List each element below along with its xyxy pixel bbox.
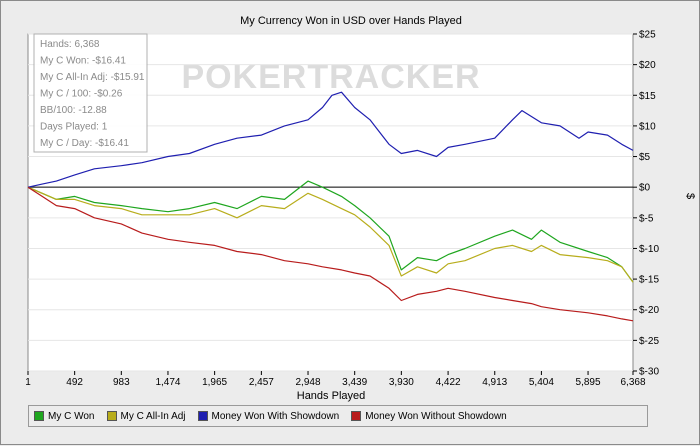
legend-swatch	[106, 411, 117, 421]
series-layer	[27, 91, 634, 322]
legend-label: My C Won	[48, 410, 95, 422]
stat-line: BB/100: -12.88	[40, 105, 107, 116]
stat-line: My C All-In Adj: -$15.91	[40, 72, 145, 83]
legend-label: My C All-In Adj	[120, 410, 186, 422]
y-tick-label: $0	[639, 183, 651, 194]
x-tick-label: 1,965	[202, 377, 227, 388]
y-axis-title: $	[684, 193, 696, 199]
x-tick-label: 1,474	[155, 377, 180, 388]
x-tick-label: 4,913	[482, 377, 507, 388]
stats-box: Hands: 6,368 My C Won: -$16.41 My C All-In…	[33, 33, 148, 153]
x-tick-label: 5,895	[576, 377, 601, 388]
series-line	[27, 91, 634, 188]
x-axis-title: Hands Played	[297, 390, 366, 402]
legend-item: My C Won	[34, 411, 95, 422]
series-line	[27, 180, 634, 283]
x-tick-label: 4,422	[436, 377, 461, 388]
legend-label: Money Won Without Showdown	[365, 410, 507, 422]
legend-swatch	[197, 411, 208, 421]
x-tick-label: 5,404	[529, 377, 554, 388]
x-tick-label: 2,948	[296, 377, 321, 388]
watermark-text: POKERTRACKER	[181, 58, 480, 96]
x-tick-label: 983	[113, 377, 130, 388]
x-tick-layer: 1 492 983 1,474 1,965 2,457 2,948 3,439 3,930 4,4…	[25, 371, 646, 388]
y-tick-label: $5	[639, 152, 651, 163]
y-tick-label: $-20	[639, 305, 659, 316]
y-tick-layer: $25 $20 $15 $10 $5 $0 $-5 $-10 $-15 $-20 $-25 $-30	[633, 30, 659, 378]
stat-line: My C / Day: -$16.41	[40, 138, 129, 149]
x-tick-label: 3,439	[342, 377, 367, 388]
y-tick-label: $-30	[639, 367, 659, 378]
y-tick-label: $15	[639, 91, 656, 102]
y-tick-label: $-15	[639, 275, 659, 286]
y-tick-label: $-25	[639, 336, 659, 347]
x-tick-label: 3,930	[389, 377, 414, 388]
x-tick-label: 1	[25, 377, 31, 388]
x-tick-label: 492	[66, 377, 83, 388]
x-tick-label: 2,457	[249, 377, 274, 388]
legend-swatch	[351, 411, 362, 421]
stat-line: My C / 100: -$0.26	[40, 89, 123, 100]
stat-line: Days Played: 1	[40, 122, 108, 133]
y-tick-label: $-5	[639, 213, 654, 224]
legend-item: My C All-In Adj	[106, 410, 186, 422]
x-tick-label: 6,368	[620, 377, 645, 388]
y-tick-label: $25	[639, 30, 656, 41]
y-tick-label: $10	[639, 121, 656, 132]
stat-line: My C Won: -$16.41	[40, 56, 126, 67]
legend-item: Money Won Without Showdown	[351, 411, 507, 422]
stats-box-frame	[33, 33, 148, 153]
y-tick-label: $-10	[639, 244, 659, 255]
chart-title: My Currency Won in USD over Hands Played	[240, 15, 462, 27]
series-line	[27, 186, 634, 322]
legend: My C Won My C All-In Adj Money Won With Sh…	[28, 405, 648, 427]
legend-item: Money Won With Showdown	[197, 410, 340, 422]
stat-line: Hands: 6,368	[40, 39, 100, 50]
legend-swatch	[34, 411, 44, 421]
series-line	[27, 186, 634, 283]
legend-label: Money Won With Showdown	[211, 410, 340, 422]
y-tick-label: $20	[639, 60, 656, 71]
